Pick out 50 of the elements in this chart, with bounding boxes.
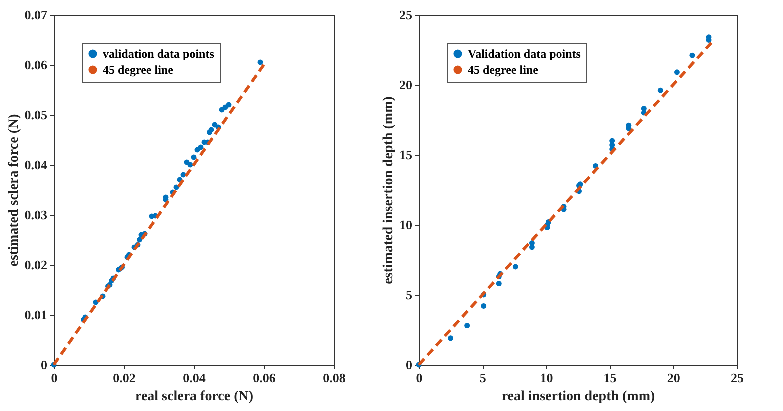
x-axis-title: real sclera force (N)	[135, 390, 254, 404]
point	[690, 52, 696, 58]
point	[448, 336, 454, 342]
point	[208, 127, 214, 133]
x-tick-label: 10	[540, 370, 554, 386]
x-tick-label: 0.08	[323, 370, 346, 386]
y-tick-label: 5	[406, 288, 413, 302]
y-tick-label: 0.07	[24, 8, 48, 22]
y-tick-label: 15	[400, 148, 413, 162]
y-tick-label: 0	[41, 358, 48, 372]
x-tick-label: 5	[480, 370, 487, 386]
y-tick-label: 0.02	[24, 258, 48, 272]
x-tick-label: 15	[604, 370, 618, 386]
y-axis-title: estimated sclera force (N)	[6, 114, 22, 267]
point	[464, 323, 470, 329]
y-tick-label: 0.06	[24, 58, 48, 72]
legend-label: Validation data points	[468, 47, 582, 61]
point	[481, 303, 487, 309]
point	[658, 88, 664, 94]
point	[610, 138, 616, 144]
y-tick-label: 0	[406, 358, 412, 372]
point	[226, 102, 232, 108]
x-tick-label: 0.04	[183, 370, 206, 386]
y-tick-label: 0.04	[24, 158, 48, 172]
x-tick-label: 0.06	[253, 370, 276, 386]
point	[496, 281, 502, 287]
x-tick-label: 0	[51, 370, 58, 386]
x-axis-title: real insertion depth (mm)	[502, 390, 656, 404]
x-tick-label: 25	[731, 370, 744, 386]
y-tick-label: 25	[400, 8, 413, 22]
y-tick-label: 0.03	[24, 208, 48, 222]
x-tick-label: 20	[667, 370, 680, 386]
x-tick-label: 0.02	[113, 370, 136, 386]
y-axis-title: estimated insertion depth (mm)	[382, 96, 396, 284]
y-tick-label: 20	[400, 78, 412, 92]
point	[191, 154, 197, 160]
legend-label: 45 degree line	[468, 63, 540, 77]
point	[529, 240, 535, 246]
point	[674, 70, 680, 76]
point	[137, 237, 142, 243]
y-tick-label: 10	[400, 218, 412, 232]
x-tick-label: 0	[416, 370, 423, 386]
legend-label: validation data points	[103, 47, 215, 61]
legend-label: 45 degree line	[103, 63, 174, 77]
point	[512, 264, 518, 270]
point	[258, 60, 264, 66]
y-tick-label: 0.01	[24, 308, 48, 322]
y-tick-label: 0.05	[24, 108, 48, 122]
point	[198, 144, 204, 150]
point	[188, 162, 194, 168]
